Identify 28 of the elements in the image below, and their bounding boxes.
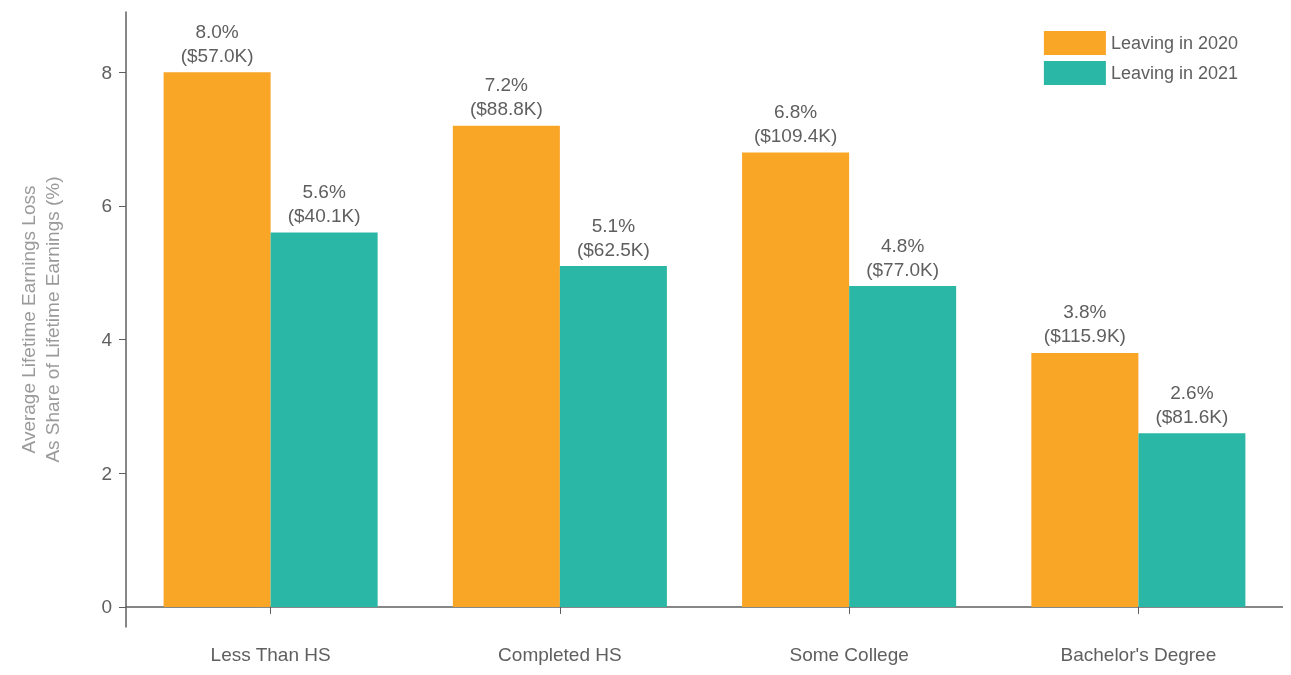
bar bbox=[849, 286, 957, 607]
bar bbox=[742, 152, 850, 607]
data-label: 8.0% ($57.0K) bbox=[180, 20, 254, 66]
data-label: 5.1% ($62.5K) bbox=[576, 214, 650, 260]
data-label: 7.2% ($88.8K) bbox=[469, 74, 543, 120]
bar bbox=[559, 266, 667, 607]
bar bbox=[163, 72, 271, 607]
y-axis-title: Average Lifetime Earnings Loss As Share of Lifetime Earnings (%) bbox=[17, 176, 63, 463]
y-tick-label: 2 bbox=[101, 462, 112, 484]
legend-label: Leaving in 2021 bbox=[1110, 63, 1238, 83]
y-tick-label: 8 bbox=[101, 61, 112, 83]
data-label: 3.8% ($115.9K) bbox=[1043, 301, 1126, 347]
bar bbox=[1031, 352, 1139, 607]
legend-label: Leaving in 2020 bbox=[1110, 33, 1238, 53]
data-label: 5.6% ($40.1K) bbox=[287, 181, 361, 227]
y-tick-label: 6 bbox=[101, 195, 112, 217]
bar bbox=[1138, 433, 1246, 607]
y-tick-label: 0 bbox=[101, 596, 112, 618]
y-tick-label: 4 bbox=[101, 329, 113, 351]
data-label: 2.6% ($81.6K) bbox=[1155, 381, 1229, 427]
bar bbox=[452, 125, 560, 607]
data-label: 6.8% ($109.4K) bbox=[753, 100, 838, 146]
x-tick-label: Bachelor's Degree bbox=[1060, 644, 1217, 665]
x-tick-label: Completed HS bbox=[498, 644, 622, 665]
x-tick-label: Some College bbox=[789, 644, 909, 665]
x-tick-label: Less Than HS bbox=[210, 644, 331, 665]
bar bbox=[270, 232, 378, 607]
data-label: 4.8% ($77.0K) bbox=[866, 234, 940, 280]
